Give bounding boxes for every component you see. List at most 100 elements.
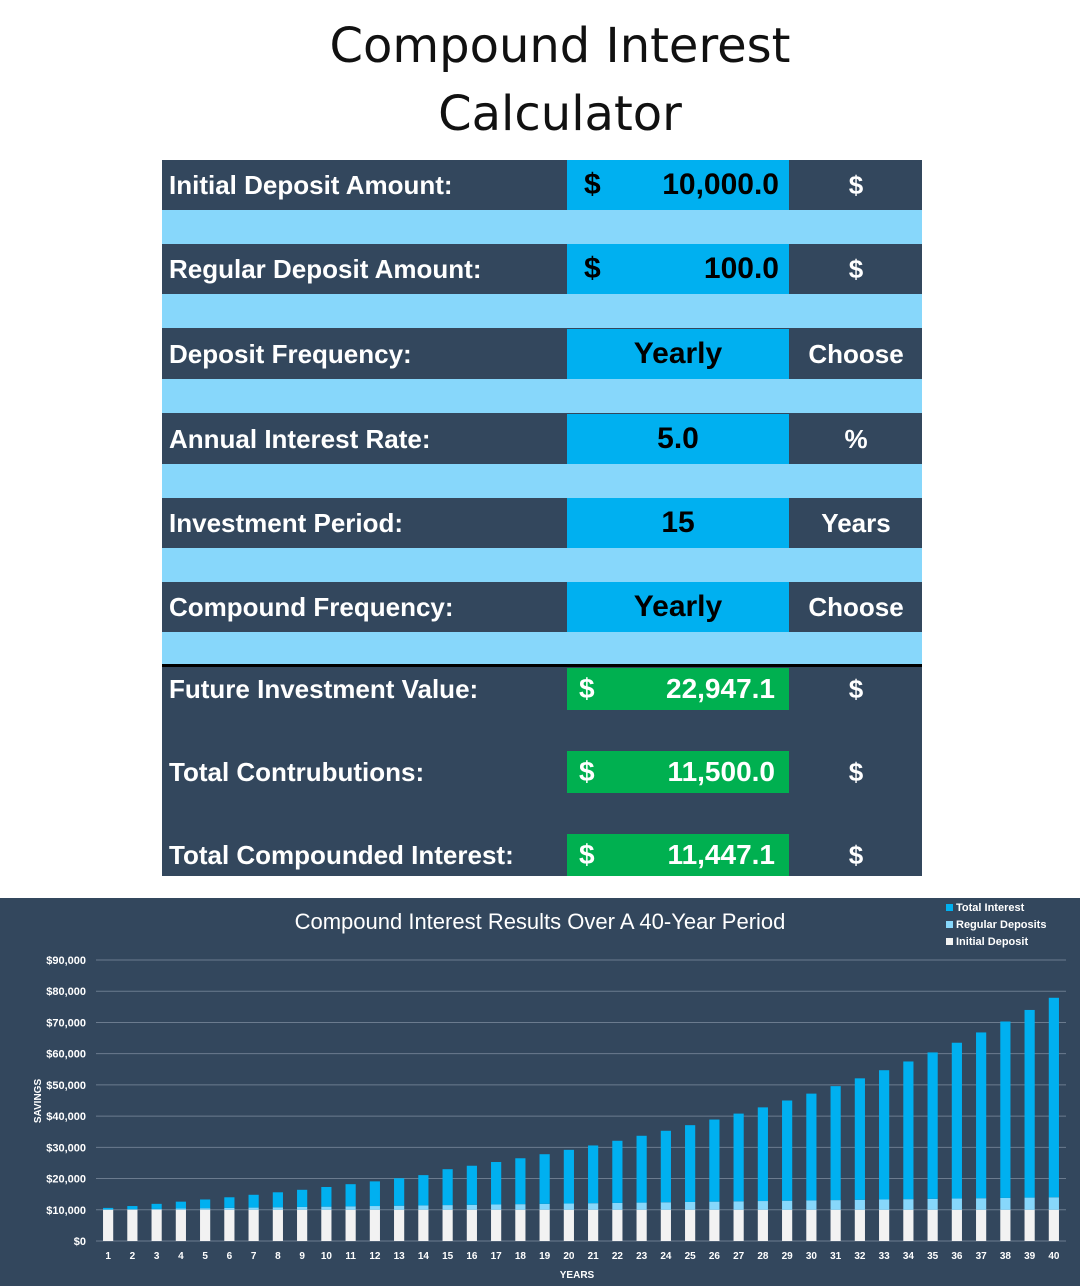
x-tick-label: 23 (636, 1251, 648, 1262)
bar-regular-deposits (733, 1201, 744, 1210)
interest-rate-unit: % (790, 414, 922, 464)
x-tick-label: 11 (345, 1251, 356, 1262)
bar-total-interest (200, 1199, 211, 1209)
legend-swatch (946, 921, 953, 928)
bar-initial-deposit (612, 1209, 623, 1241)
x-tick-label: 21 (588, 1251, 600, 1262)
bar-total-interest (903, 1061, 914, 1200)
bar-total-interest (103, 1207, 114, 1210)
bar-total-interest (563, 1149, 574, 1204)
bar-total-interest (612, 1140, 623, 1203)
x-tick-label: 37 (976, 1251, 988, 1262)
x-tick-label: 38 (1000, 1251, 1012, 1262)
x-tick-label: 9 (299, 1251, 305, 1262)
bar-total-interest (442, 1169, 453, 1206)
x-tick-label: 5 (202, 1251, 208, 1262)
total-contributions-amount: 11,500.0 (667, 756, 775, 787)
bar-total-interest (345, 1184, 356, 1207)
investment-period-row: Investment Period: 15 Years (162, 498, 922, 548)
bar-total-interest (636, 1135, 647, 1203)
bar-total-interest (224, 1197, 235, 1208)
deposit-frequency-select[interactable]: Yearly (567, 329, 789, 379)
currency-symbol: $ (579, 673, 595, 704)
bar-initial-deposit (588, 1209, 599, 1241)
bar-initial-deposit (539, 1209, 550, 1241)
bar-regular-deposits (442, 1205, 453, 1210)
bar-initial-deposit (636, 1209, 647, 1241)
y-axis-label: SAVINGS (33, 1079, 44, 1124)
x-tick-label: 25 (685, 1251, 697, 1262)
x-tick-label: 3 (154, 1251, 160, 1262)
y-tick-label: $40,000 (46, 1111, 86, 1123)
y-tick-label: $30,000 (46, 1142, 86, 1154)
x-tick-label: 28 (757, 1251, 769, 1262)
bar-total-interest (685, 1125, 696, 1202)
compound-frequency-select[interactable]: Yearly (567, 582, 789, 632)
x-tick-label: 17 (491, 1251, 503, 1262)
bar-regular-deposits (515, 1204, 526, 1210)
y-tick-label: $50,000 (46, 1080, 86, 1092)
row-spacer (162, 632, 922, 666)
bar-initial-deposit (1024, 1209, 1035, 1241)
title-line-1: Compound Interest (329, 18, 791, 74)
bar-initial-deposit (321, 1209, 332, 1241)
bar-total-interest (297, 1189, 308, 1207)
bar-initial-deposit (903, 1209, 914, 1241)
x-tick-label: 15 (442, 1251, 454, 1262)
bar-regular-deposits (806, 1200, 817, 1210)
x-tick-label: 40 (1048, 1251, 1060, 1262)
deposit-frequency-choose: Choose (790, 329, 922, 379)
row-spacer (162, 210, 922, 244)
bar-regular-deposits (709, 1201, 720, 1210)
bar-regular-deposits (636, 1202, 647, 1210)
investment-period-label: Investment Period: (169, 508, 404, 538)
x-tick-label: 10 (321, 1251, 333, 1262)
bar-initial-deposit (709, 1209, 720, 1241)
total-contributions-label: Total Contrubutions: (169, 757, 425, 787)
compound-frequency-choose: Choose (790, 582, 922, 632)
x-tick-label: 34 (903, 1251, 915, 1262)
bar-total-interest (127, 1206, 138, 1210)
bar-initial-deposit (175, 1209, 186, 1241)
bar-initial-deposit (563, 1209, 574, 1241)
total-interest-amount: 11,447.1 (667, 839, 775, 870)
bar-regular-deposits (927, 1198, 938, 1210)
bar-initial-deposit (927, 1209, 938, 1241)
interest-rate-input[interactable]: 5.0 (567, 414, 789, 464)
bar-initial-deposit (248, 1209, 259, 1241)
x-tick-label: 27 (733, 1251, 745, 1262)
bar-total-interest (394, 1178, 405, 1206)
initial-deposit-input[interactable]: $ 10,000.0 (567, 160, 789, 210)
regular-deposit-input[interactable]: $ 100.0 (567, 244, 789, 294)
regular-deposit-label: Regular Deposit Amount: (169, 254, 482, 284)
bar-initial-deposit (1048, 1209, 1059, 1241)
bar-regular-deposits (612, 1202, 623, 1210)
bar-initial-deposit (466, 1209, 477, 1241)
future-value-amount: 22,947.1 (666, 673, 775, 704)
x-tick-label: 16 (466, 1251, 478, 1262)
interest-rate-label: Annual Interest Rate: (169, 424, 431, 454)
deposit-frequency-row: Deposit Frequency: Yearly Choose (162, 329, 922, 379)
bar-initial-deposit (491, 1209, 502, 1241)
x-tick-label: 39 (1024, 1251, 1036, 1262)
initial-deposit-value: 10,000.0 (662, 168, 779, 201)
x-tick-label: 26 (709, 1251, 721, 1262)
bar-regular-deposits (369, 1206, 380, 1210)
chart-canvas: Compound Interest Results Over A 40-Year… (33, 902, 1066, 1281)
bar-total-interest (248, 1194, 259, 1208)
bar-initial-deposit (976, 1209, 987, 1241)
bar-initial-deposit (345, 1209, 356, 1241)
y-tick-label: $90,000 (46, 955, 86, 967)
x-tick-label: 36 (951, 1251, 963, 1262)
future-value-unit: $ (848, 674, 864, 704)
bar-total-interest (1000, 1021, 1011, 1198)
y-tick-label: $80,000 (46, 986, 86, 998)
bar-regular-deposits (563, 1203, 574, 1210)
x-tick-label: 14 (418, 1251, 430, 1262)
row-spacer (162, 294, 922, 328)
bar-regular-deposits (1024, 1197, 1035, 1210)
bar-total-interest (709, 1119, 720, 1202)
legend-label: Initial Deposit (956, 936, 1028, 948)
bar-initial-deposit (1000, 1209, 1011, 1241)
investment-period-input[interactable]: 15 (567, 498, 789, 548)
